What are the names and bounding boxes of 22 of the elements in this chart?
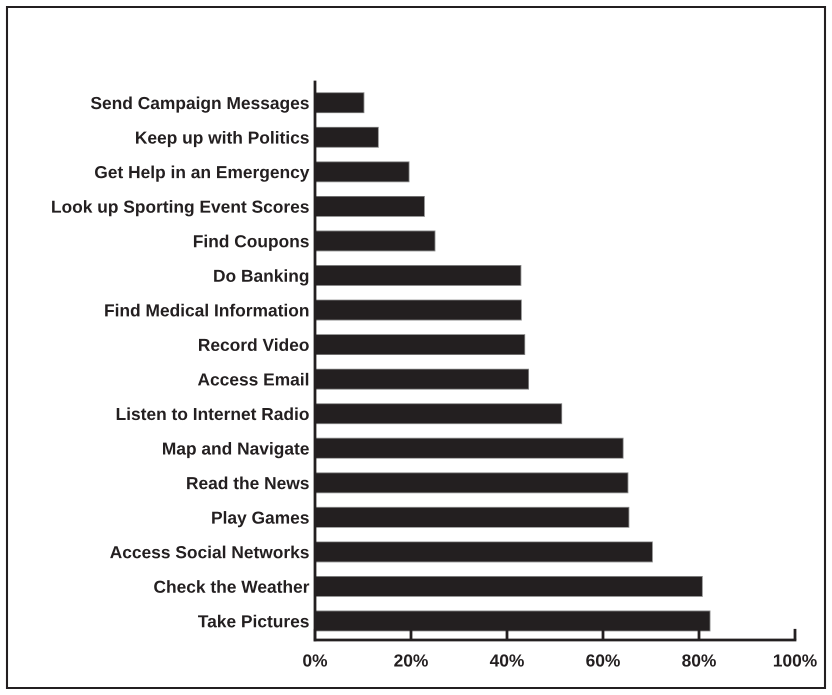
- y-tick-label: Map and Navigate: [163, 442, 309, 458]
- y-tick-label: Look up Sporting Event Scores: [52, 200, 309, 216]
- x-tick-label: 40%: [490, 654, 524, 667]
- x-tick-label: 20%: [394, 654, 428, 667]
- y-tick-label: Send Campaign Messages: [90, 96, 309, 113]
- y-tick-label: Read the News: [187, 476, 309, 490]
- y-tick-label: Find Coupons: [194, 234, 309, 251]
- y-tick-label: Record Video: [199, 338, 309, 352]
- y-tick-label: Check the Weather: [154, 580, 310, 593]
- y-tick-label: Do Banking: [214, 269, 308, 286]
- y-tick-label: Keep up with Politics: [136, 130, 309, 148]
- y-tick-label: Play Games: [212, 511, 309, 528]
- y-tick-label: Access Social Networks: [110, 546, 309, 558]
- x-tick-label: 60%: [586, 654, 620, 667]
- x-tick-label: 80%: [682, 654, 716, 667]
- y-tick-label: Listen to Internet Radio: [116, 407, 309, 420]
- x-tick-label: 100%: [774, 654, 817, 667]
- y-tick-label: Get Help in an Emergency: [95, 166, 310, 182]
- y-tick-label: Find Medical Information: [105, 304, 308, 316]
- y-tick-label: Access Email: [198, 372, 308, 386]
- y-tick-label: Take Pictures: [198, 614, 309, 628]
- x-tick-label: 0%: [303, 654, 328, 667]
